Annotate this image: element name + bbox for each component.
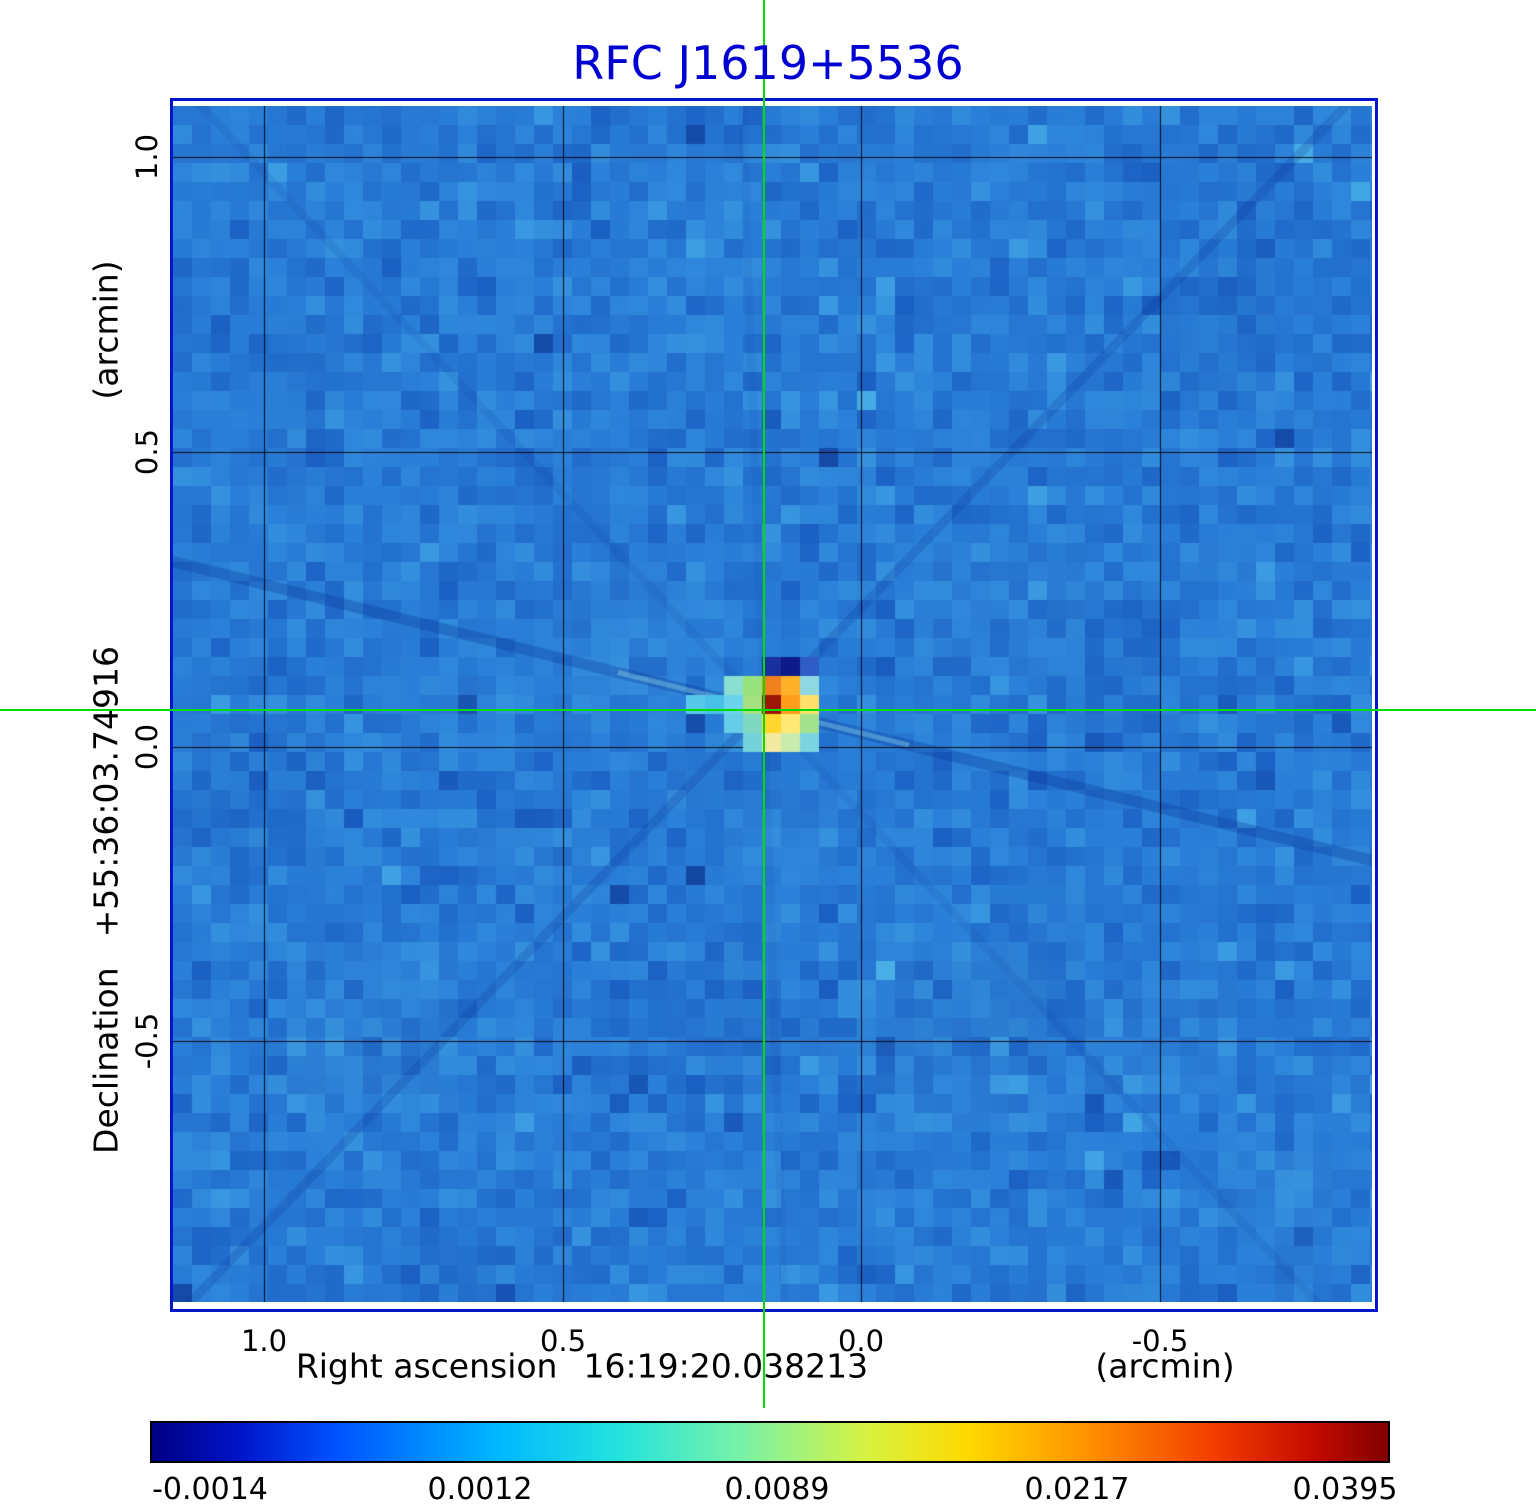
- colorbar-tick-3: 0.0217: [1024, 1472, 1130, 1507]
- y-axis-label: Declination +55:36:03.74916: [87, 646, 126, 1154]
- x-axis-value: 16:19:20.038213: [583, 1346, 869, 1386]
- y-tick-0: 1.0: [130, 133, 164, 181]
- sky-image: [173, 106, 1372, 1302]
- colorbar-tick-2: 0.0089: [724, 1472, 830, 1507]
- y-tick-2: 0.0: [130, 723, 164, 771]
- plot-area: [170, 98, 1378, 1312]
- crosshair-horizontal-line: [0, 709, 1536, 711]
- crosshair-vertical-line: [763, 0, 765, 1408]
- y-axis-name: Declination: [86, 967, 126, 1154]
- x-tick-2: 0.0: [837, 1324, 885, 1358]
- colorbar-tick-1: 0.0012: [427, 1472, 533, 1507]
- y-axis-unit-label: (arcmin): [86, 260, 126, 400]
- colorbar-gradient: [152, 1423, 1388, 1461]
- x-axis-name: Right ascension: [295, 1346, 558, 1386]
- x-axis-label: Right ascension 16:19:20.038213: [296, 1347, 868, 1386]
- x-tick-0: 1.0: [240, 1324, 288, 1358]
- colorbar-tick-0: -0.0014: [152, 1472, 268, 1507]
- x-axis-unit-label: (arcmin): [1095, 1346, 1235, 1386]
- y-tick-1: 0.5: [130, 428, 164, 476]
- y-tick-3: -0.5: [130, 1012, 164, 1070]
- chart-title: RFC J1619+5536: [572, 36, 964, 90]
- x-tick-1: 0.5: [539, 1324, 587, 1358]
- colorbar: [150, 1421, 1390, 1463]
- colorbar-tick-4: 0.0395: [1292, 1472, 1398, 1507]
- y-axis-value: +55:36:03.74916: [86, 646, 126, 938]
- x-tick-3: -0.5: [1131, 1324, 1189, 1358]
